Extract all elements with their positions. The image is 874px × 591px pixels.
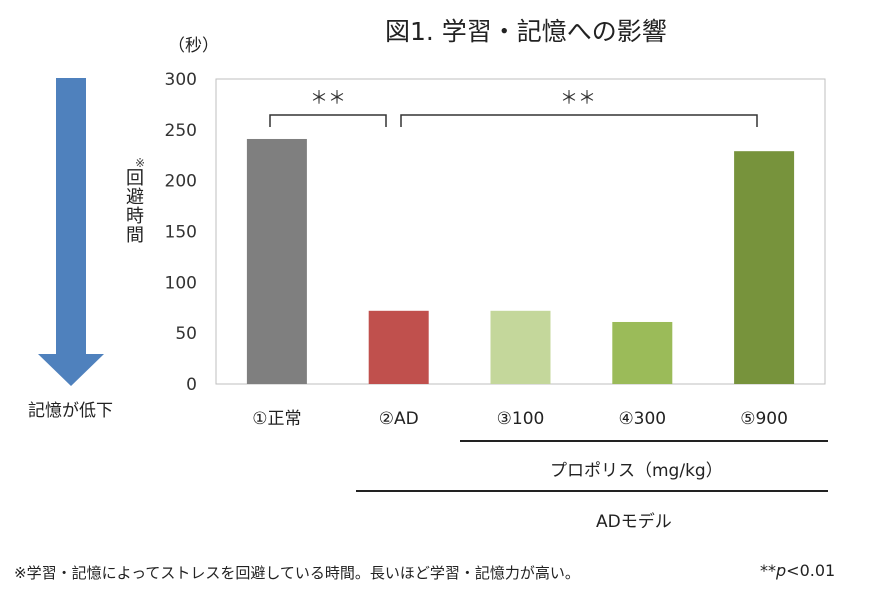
significance-mark-left: ＊＊ [310, 88, 346, 109]
y-axis-ticks: 0 50 100 150 200 250 300 [165, 70, 197, 395]
bar [734, 151, 795, 384]
p-value-threshold: <0.01 [786, 561, 836, 580]
y-axis-unit: （秒） [168, 36, 219, 56]
p-value-symbol: p [776, 561, 787, 580]
y-tick-label: 50 [175, 324, 197, 344]
footnote: ※学習・記憶によってストレスを回避している時間。長いほど学習・記憶力が高い。 [14, 564, 580, 582]
bar [246, 138, 307, 384]
down-arrow-icon [38, 78, 104, 386]
p-value-stars: ** [760, 561, 776, 580]
significance-mark-right: ＊＊ [560, 88, 596, 109]
x-tick-label: ④300 [618, 409, 666, 429]
bar [612, 321, 673, 384]
p-value-note: **p<0.01 [760, 561, 835, 580]
significance-bracket-right [400, 114, 758, 127]
bar [490, 310, 551, 384]
y-axis-label-mark: ※ [135, 156, 146, 170]
chart-title: 図1. 学習・記憶への影響 [385, 17, 667, 46]
arrow-label: 記憶が低下 [28, 401, 113, 421]
y-tick-label: 300 [165, 70, 197, 90]
ad-model-group-label: ADモデル [596, 512, 672, 532]
bar [368, 310, 429, 384]
x-axis-labels: ①正常 ②AD ③100 ④300 ⑤900 [252, 409, 788, 429]
bars [246, 138, 795, 384]
y-tick-label: 200 [165, 172, 197, 192]
propolis-group-label: プロポリス（mg/kg） [550, 461, 723, 481]
y-tick-label: 100 [165, 273, 197, 293]
y-tick-label: 250 [165, 121, 197, 141]
significance-bracket-left [269, 114, 387, 127]
x-tick-label: ⑤900 [740, 409, 788, 429]
x-tick-label: ①正常 [252, 409, 301, 429]
x-tick-label: ②AD [379, 409, 419, 429]
x-tick-label: ③100 [497, 409, 545, 429]
y-tick-label: 150 [165, 223, 197, 243]
y-axis-label: 回避時間 [123, 168, 144, 244]
y-tick-label: 0 [186, 375, 197, 395]
